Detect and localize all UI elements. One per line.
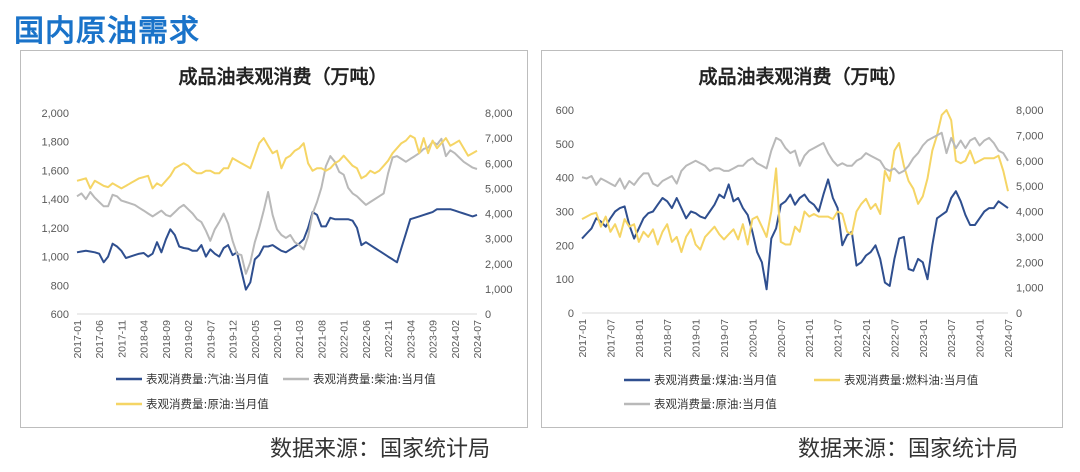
x-tick-label: 2018-01 <box>634 319 646 358</box>
y-right-tick-label: 2,000 <box>485 259 513 271</box>
y-right-tick-label: 1,000 <box>485 284 513 296</box>
x-tick-label: 2023-04 <box>405 320 417 359</box>
x-tick-label: 2017-06 <box>94 320 106 359</box>
x-tick-label: 2024-07 <box>1003 319 1015 358</box>
x-tick-label: 2020-10 <box>272 320 284 359</box>
y-right-tick-label: 8,000 <box>485 108 513 120</box>
x-tick-label: 2019-07 <box>205 320 217 359</box>
legend-label: 表观消费量:原油:当月值 <box>654 397 777 411</box>
data-source-right: 数据来源：国家统计局 <box>798 437 1019 462</box>
x-tick-label: 2022-01 <box>339 320 351 359</box>
x-tick-label: 2022-07 <box>889 319 901 358</box>
y-right-tick-label: 5,000 <box>1016 181 1044 193</box>
y-right-tick-label: 7,000 <box>485 133 513 145</box>
series-line-1 <box>581 109 1009 254</box>
x-tick-label: 2019-02 <box>183 320 195 359</box>
x-tick-label: 2020-01 <box>747 319 759 358</box>
x-tick-label: 2023-01 <box>918 319 930 358</box>
legend-label: 表观消费量:燃料油:当月值 <box>844 373 979 387</box>
y-left-tick-label: 800 <box>51 280 69 292</box>
x-tick-label: 2021-07 <box>833 319 845 358</box>
x-tick-label: 2019-12 <box>228 320 240 359</box>
series-line-0 <box>581 178 1009 291</box>
data-source-left: 数据来源：国家统计局 <box>270 437 491 462</box>
x-tick-label: 2022-01 <box>861 319 873 358</box>
x-tick-label: 2017-07 <box>605 319 617 358</box>
x-tick-label: 2021-03 <box>294 320 306 359</box>
x-tick-label: 2019-07 <box>719 319 731 358</box>
x-tick-label: 2017-01 <box>577 319 589 358</box>
x-tick-label: 2017-01 <box>72 320 84 359</box>
chart-right: 成品油表观消费（万吨） 0 100 200 300 400 500 600 0 1,000 2,00… <box>556 65 1044 411</box>
x-tick-label: 2023-09 <box>428 320 440 359</box>
x-tick-label: 2018-07 <box>662 319 674 358</box>
y-left-tick-label: 1,000 <box>41 252 69 264</box>
y-right-tick-label: 6,000 <box>485 158 513 170</box>
y-right-tick-label: 7,000 <box>1016 130 1044 142</box>
series-line-2 <box>581 131 1009 190</box>
x-tick-label: 2024-07 <box>472 320 484 359</box>
y-left-tick-label: 1,400 <box>41 194 69 206</box>
x-tick-label: 2019-01 <box>691 319 703 358</box>
x-tick-label: 2023-07 <box>946 319 958 358</box>
y-left-tick-label: 0 <box>568 308 574 320</box>
y-left-tick-label: 600 <box>556 105 574 117</box>
y-right-tick-label: 2,000 <box>1016 257 1044 269</box>
series-line-1 <box>76 137 478 275</box>
chart-left: 成品油表观消费（万吨） 600 800 1,000 1,200 1,400 1,600 1,8… <box>41 65 513 411</box>
legend-label: 表观消费量:汽油:当月值 <box>146 372 269 386</box>
x-tick-label: 2020-07 <box>776 319 788 358</box>
y-left-tick-label: 400 <box>556 173 574 185</box>
y-right-tick-label: 1,000 <box>1016 283 1044 295</box>
x-tick-label: 2018-04 <box>139 320 151 359</box>
chart-title: 成品油表观消费（万吨） <box>178 65 387 88</box>
y-left-tick-label: 1,600 <box>41 165 69 177</box>
series-line-0 <box>76 208 478 291</box>
y-right-tick-label: 8,000 <box>1016 105 1044 117</box>
y-left-tick-label: 300 <box>556 207 574 219</box>
x-tick-label: 2024-02 <box>450 320 462 359</box>
y-right-tick-label: 0 <box>485 309 491 321</box>
x-tick-label: 2017-11 <box>116 320 128 358</box>
y-left-tick-label: 500 <box>556 139 574 151</box>
y-right-tick-label: 4,000 <box>485 209 513 221</box>
x-tick-label: 2022-11 <box>383 320 395 358</box>
y-left-tick-label: 1,200 <box>41 223 69 235</box>
y-left-tick-label: 200 <box>556 240 574 252</box>
y-right-tick-label: 0 <box>1016 308 1022 320</box>
page-title: 国内原油需求 <box>14 14 200 49</box>
y-right-tick-label: 4,000 <box>1016 207 1044 219</box>
x-tick-label: 2021-08 <box>316 320 328 359</box>
y-left-tick-label: 1,800 <box>41 137 69 149</box>
x-tick-label: 2021-01 <box>804 319 816 358</box>
y-right-tick-label: 5,000 <box>485 183 513 195</box>
x-tick-label: 2018-09 <box>161 320 173 359</box>
chart-panel-left: 成品油表观消费（万吨） 600 800 1,000 1,200 1,400 1,600 1,8… <box>20 50 528 428</box>
chart-title: 成品油表观消费（万吨） <box>698 65 907 88</box>
legend-label: 表观消费量:煤油:当月值 <box>654 373 777 387</box>
legend-label: 表观消费量:原油:当月值 <box>146 397 269 411</box>
y-left-tick-label: 600 <box>51 309 69 321</box>
x-tick-label: 2020-05 <box>250 320 262 359</box>
legend-label: 表观消费量:柴油:当月值 <box>313 372 436 386</box>
y-left-tick-label: 2,000 <box>41 108 69 120</box>
y-left-tick-label: 100 <box>556 274 574 286</box>
x-tick-label: 2024-01 <box>975 319 987 358</box>
y-right-tick-label: 3,000 <box>485 234 513 246</box>
x-tick-label: 2022-06 <box>361 320 373 359</box>
series-line-2 <box>76 134 478 190</box>
chart-panel-right: 成品油表观消费（万吨） 0 100 200 300 400 500 600 0 1,000 2,00… <box>541 50 1063 428</box>
y-right-tick-label: 3,000 <box>1016 232 1044 244</box>
y-right-tick-label: 6,000 <box>1016 156 1044 168</box>
